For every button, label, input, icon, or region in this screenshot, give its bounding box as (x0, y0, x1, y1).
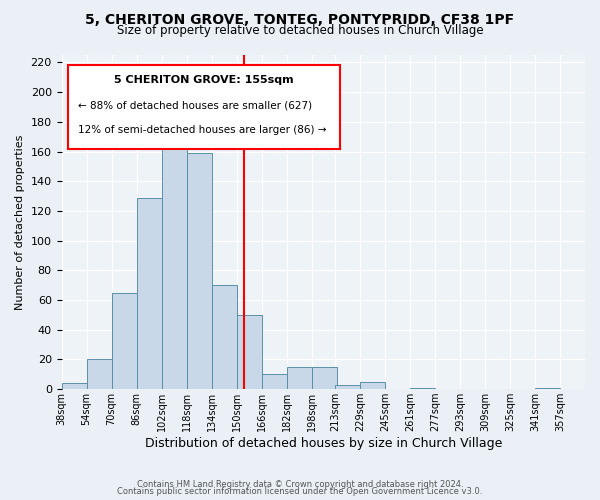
Bar (287, 367, 311, 389)
Text: 5, CHERITON GROVE, TONTEG, PONTYPRIDD, CF38 1PF: 5, CHERITON GROVE, TONTEG, PONTYPRIDD, C… (85, 12, 515, 26)
Bar (161, 134, 187, 389)
Bar (112, 292, 137, 389)
Bar (360, 382, 385, 389)
Text: Contains public sector information licensed under the Open Government Licence v3: Contains public sector information licen… (118, 488, 482, 496)
Bar (262, 374, 287, 389)
Text: Contains HM Land Registry data © Crown copyright and database right 2024.: Contains HM Land Registry data © Crown c… (137, 480, 463, 489)
Y-axis label: Number of detached properties: Number of detached properties (15, 134, 25, 310)
Bar (187, 153, 212, 389)
Bar (311, 367, 337, 389)
Text: 5 CHERITON GROVE: 155sqm: 5 CHERITON GROVE: 155sqm (114, 75, 293, 85)
Bar (62, 383, 86, 389)
Bar (212, 285, 236, 389)
Bar (335, 384, 360, 389)
Bar (410, 388, 435, 389)
Text: ← 88% of detached houses are smaller (627): ← 88% of detached houses are smaller (62… (79, 100, 313, 110)
Bar (535, 388, 560, 389)
Bar (236, 315, 262, 389)
Bar (86, 360, 112, 389)
Text: 12% of semi-detached houses are larger (86) →: 12% of semi-detached houses are larger (… (79, 125, 327, 135)
X-axis label: Distribution of detached houses by size in Church Village: Distribution of detached houses by size … (145, 437, 502, 450)
Bar (137, 198, 161, 389)
Text: Size of property relative to detached houses in Church Village: Size of property relative to detached ho… (116, 24, 484, 37)
